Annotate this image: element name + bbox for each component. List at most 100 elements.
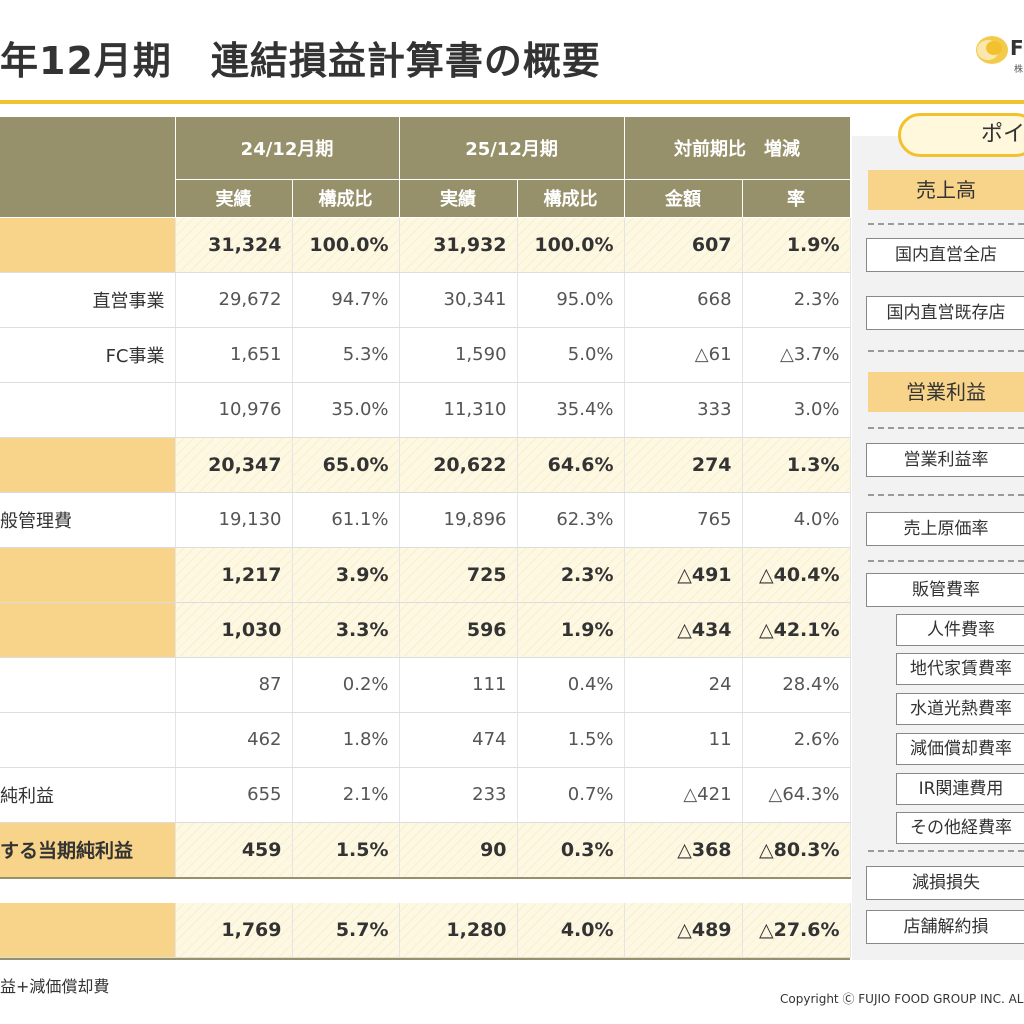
row-label: FC事業 [0,327,176,383]
subheader-rate: 率 [742,179,851,218]
cell: 1,590 [399,327,518,383]
subheader-ratio: 構成比 [517,179,625,218]
cell: △61 [624,327,743,383]
point-subitem: 水道光熱費率 [896,693,1024,725]
header-fy25: 25/12月期 [399,117,625,180]
cell: 30,341 [399,272,518,328]
point-subitem: 減価償却費率 [896,733,1024,765]
cell: 1.3% [742,437,851,493]
row-label [0,217,176,273]
income-statement-table: 24/12月期 25/12月期 対前期比 増減 実績 構成比 実績 構成比 金額… [0,117,851,958]
header-fy24: 24/12月期 [175,117,400,180]
fujio-logo-icon [976,36,1008,64]
cell: 5.0% [517,327,625,383]
subheader-ratio: 構成比 [292,179,400,218]
cell: 1,217 [175,547,293,603]
table-gap [0,876,851,903]
cell: 4.0% [517,902,625,958]
title-rule [0,100,1024,104]
point-item: 営業利益率 [866,443,1024,477]
gap-cell [0,876,851,903]
cell: 87 [175,657,293,713]
cell: △42.1% [742,602,851,658]
cell: 0.3% [517,822,625,878]
subheader-actual: 実績 [399,179,518,218]
cell: 3.3% [292,602,400,658]
point-subitem: 地代家賃費率 [896,653,1024,685]
cell: 35.0% [292,382,400,438]
points-divider [868,223,1024,225]
table-row: 462 1.8% 474 1.5% 11 2.6% [0,712,851,768]
row-label: する当期純利益 [0,822,176,878]
row-label [0,437,176,493]
logo-subtext: 株 [1014,65,1024,75]
cell: △368 [624,822,743,878]
cell: 19,896 [399,492,518,548]
table-row: 20,347 65.0% 20,622 64.6% 274 1.3% [0,437,851,493]
table-row: 1,769 5.7% 1,280 4.0% △489 △27.6% [0,902,851,958]
table-row: する当期純利益 459 1.5% 90 0.3% △368 △80.3% [0,822,851,878]
cell: 1.5% [292,822,400,878]
subheader-amount: 金額 [624,179,743,218]
cell: 1.9% [742,217,851,273]
cell: 2.6% [742,712,851,768]
cell: △434 [624,602,743,658]
cell: 31,324 [175,217,293,273]
point-item: 減損損失 [866,866,1024,900]
header-blank [0,117,176,218]
cell: 95.0% [517,272,625,328]
cell: 35.4% [517,382,625,438]
cell: △64.3% [742,767,851,823]
cell: 3.0% [742,382,851,438]
cell: 11 [624,712,743,768]
cell: 274 [624,437,743,493]
row-label [0,602,176,658]
cell: 2.1% [292,767,400,823]
cell: 1.5% [517,712,625,768]
cell: △27.6% [742,902,851,958]
cell: 5.7% [292,902,400,958]
cell: 5.3% [292,327,400,383]
cell: 0.7% [517,767,625,823]
cell: 20,622 [399,437,518,493]
cell: 2.3% [517,547,625,603]
points-divider [868,850,1024,852]
cell: 62.3% [517,492,625,548]
row-label [0,902,176,958]
cell: 31,932 [399,217,518,273]
row-label [0,657,176,713]
cell: 596 [399,602,518,658]
cell: △3.7% [742,327,851,383]
points-divider [868,427,1024,429]
cell: △491 [624,547,743,603]
cell: 1,651 [175,327,293,383]
cell: △40.4% [742,547,851,603]
points-op-heading: 営業利益 [868,372,1024,412]
copyright: Copyright Ⓒ FUJIO FOOD GROUP INC. AL [780,992,1024,1006]
table-row: 1,030 3.3% 596 1.9% △434 △42.1% [0,602,851,658]
cell: 1,280 [399,902,518,958]
points-sales-heading: 売上高 [868,170,1024,210]
subheader-actual: 実績 [175,179,293,218]
table-row: 般管理費 19,130 61.1% 19,896 62.3% 765 4.0% [0,492,851,548]
cell: △80.3% [742,822,851,878]
cell: 459 [175,822,293,878]
header-yoy: 対前期比 増減 [624,117,851,180]
cell: 474 [399,712,518,768]
row-label [0,382,176,438]
table-row: 87 0.2% 111 0.4% 24 28.4% [0,657,851,713]
cell: 725 [399,547,518,603]
page-title: 年12月期 連結損益計算書の概要 [0,39,601,83]
cell: 29,672 [175,272,293,328]
cell: 2.3% [742,272,851,328]
cell: 233 [399,767,518,823]
cell: 1.9% [517,602,625,658]
cell: 1,769 [175,902,293,958]
point-item: 国内直営既存店 [866,296,1024,330]
cell: △421 [624,767,743,823]
cell: 64.6% [517,437,625,493]
points-divider [868,494,1024,496]
cell: 462 [175,712,293,768]
cell: 3.9% [292,547,400,603]
cell: 1,030 [175,602,293,658]
